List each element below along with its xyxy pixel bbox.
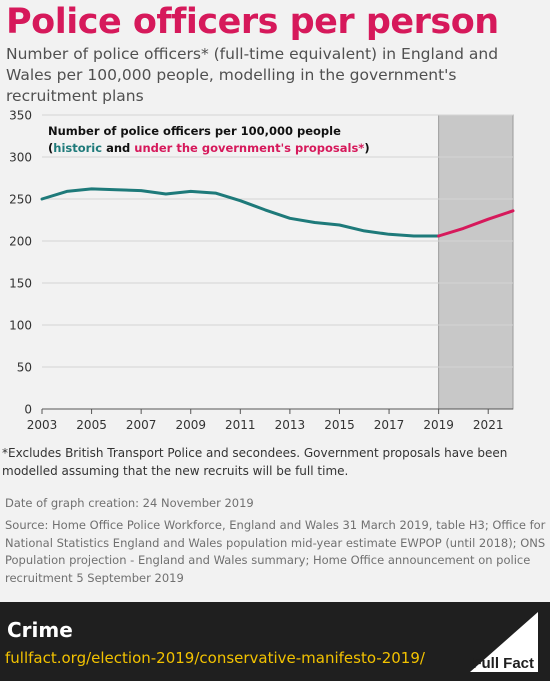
x-tick-label: 2005 <box>76 418 107 432</box>
chart-title: Police officers per person <box>6 2 499 42</box>
x-tick-label: 2011 <box>225 418 256 432</box>
article-link[interactable]: fullfact.org/election-2019/conservative-… <box>5 649 425 667</box>
x-tick-label: 2007 <box>126 418 157 432</box>
source-text: Source: Home Office Police Workforce, En… <box>5 518 546 585</box>
y-tick-label: 250 <box>9 193 32 207</box>
line-chart: 0 50 100 150 200 250 300 350 2003 2005 2007 2009 201… <box>9 109 515 432</box>
section-label: Crime <box>7 618 73 642</box>
x-tick-label: 2019 <box>423 418 454 432</box>
y-tick-label: 200 <box>9 235 32 249</box>
legend-close-paren: ) <box>364 141 369 155</box>
projection-shade <box>438 114 514 410</box>
legend-title: Number of police officers per 100,000 pe… <box>48 124 341 138</box>
x-tick-label: 2009 <box>175 418 206 432</box>
footer-bar: Crime fullfact.org/election-2019/conserv… <box>0 602 550 681</box>
legend-open-paren: ( <box>48 141 53 155</box>
legend-historic: historic <box>53 141 102 155</box>
y-tick-label: 50 <box>17 361 32 375</box>
y-tick-label: 100 <box>9 319 32 333</box>
x-tick-label: 2013 <box>275 418 306 432</box>
legend-and: and <box>102 141 134 155</box>
y-tick-label: 350 <box>9 109 32 123</box>
logo-text: Full Fact <box>472 655 534 672</box>
historic-line <box>40 187 441 238</box>
x-tick-label: 2021 <box>473 418 504 432</box>
y-tick-label: 300 <box>9 151 32 165</box>
legend-line-2: (historic and under the government's pro… <box>48 141 370 155</box>
x-tick-label: 2017 <box>374 418 405 432</box>
x-tick-label: 2015 <box>324 418 355 432</box>
full-fact-logo: Full Fact <box>470 612 538 672</box>
chart-subtitle: Number of police officers* (full-time eq… <box>6 45 499 105</box>
legend-proposed: under the government's proposals* <box>134 141 364 155</box>
proposed-line <box>437 209 515 238</box>
y-tick-label: 0 <box>24 403 32 417</box>
date-created: Date of graph creation: 24 November 2019 <box>5 496 254 510</box>
x-tick-label: 2003 <box>27 418 58 432</box>
y-tick-label: 150 <box>9 277 32 291</box>
footnote: *Excludes British Transport Police and s… <box>2 446 508 478</box>
